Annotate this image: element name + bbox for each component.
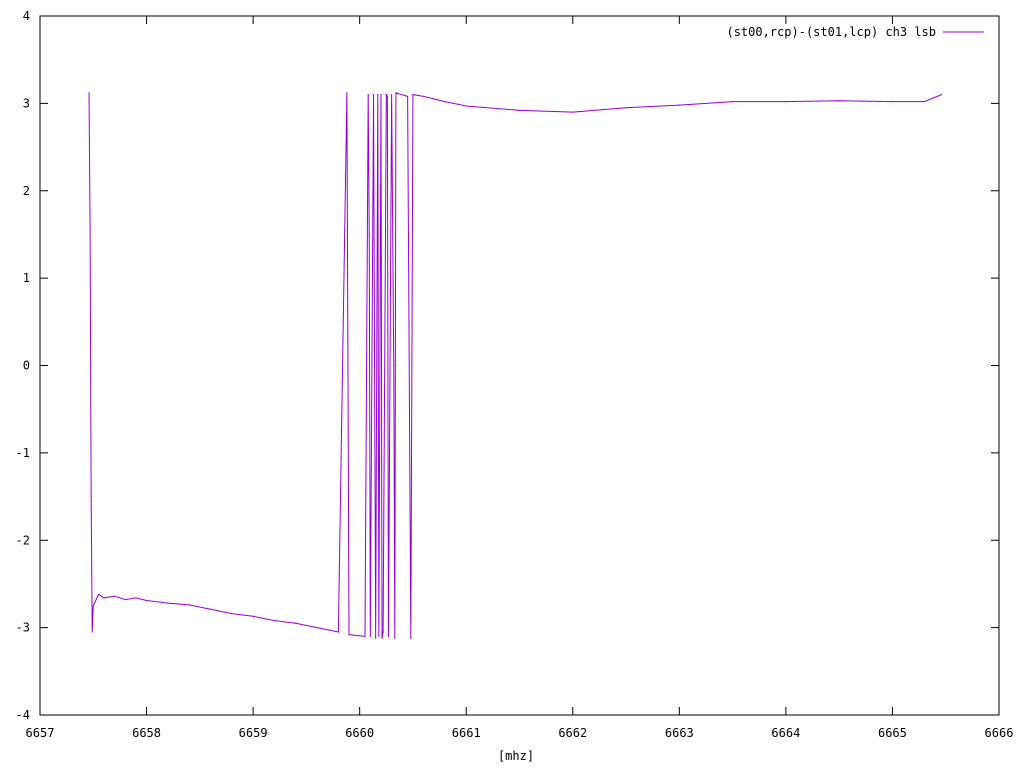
- data-point: [273, 620, 276, 622]
- data-point: [407, 95, 409, 97]
- y-tick-label: 3: [23, 96, 30, 110]
- x-tick-label: 6661: [452, 726, 481, 740]
- x-tick-label: 6659: [239, 726, 268, 740]
- tick-labels: 6657 6658 6659 6660 6661 6662 6663 6664 6665 6666…: [16, 9, 1014, 740]
- x-tick-label: 6663: [665, 726, 694, 740]
- data-point: [188, 604, 190, 606]
- data-point: [145, 599, 148, 602]
- data-point: [518, 109, 521, 111]
- x-tick-label: 6662: [558, 726, 587, 740]
- data-point: [572, 111, 574, 113]
- y-tick-label: 1: [23, 271, 30, 285]
- legend: (st00,rcp)-(st01,lcp) ch3 lsb: [726, 25, 984, 39]
- data-point: [90, 495, 92, 498]
- data-point: [625, 107, 627, 109]
- data-point: [923, 101, 926, 103]
- data-point: [167, 602, 169, 604]
- data-point: [381, 637, 383, 639]
- data-point: [378, 635, 380, 637]
- data-point: [337, 631, 339, 633]
- data-point: [364, 635, 366, 637]
- data-point: [88, 92, 90, 94]
- data-point: [433, 98, 435, 100]
- data-point: [103, 597, 105, 599]
- y-tick-label: -3: [16, 621, 30, 635]
- legend-label: (st00,rcp)-(st01,lcp) ch3 lsb: [726, 25, 936, 39]
- data-point: [346, 92, 348, 94]
- data-point: [395, 92, 397, 94]
- data-point: [410, 637, 412, 639]
- data-point: [423, 95, 425, 97]
- x-tick-label: 6664: [771, 726, 800, 740]
- data-point: [367, 94, 369, 96]
- data-point: [412, 94, 414, 96]
- data-point: [98, 593, 100, 596]
- data-point: [368, 233, 370, 236]
- data-point: [377, 94, 379, 96]
- data-point: [91, 631, 93, 633]
- data-point: [465, 105, 467, 107]
- x-tick-label: 6657: [26, 726, 55, 740]
- data-point: [411, 364, 413, 367]
- data-point: [92, 605, 94, 607]
- data-point: [89, 225, 91, 227]
- x-tick-label: 6660: [345, 726, 374, 740]
- data-point: [369, 635, 371, 637]
- x-tick-label: 6666: [985, 726, 1014, 740]
- y-tick-label: 2: [23, 184, 30, 198]
- data-point: [295, 622, 297, 624]
- data-point: [113, 595, 116, 597]
- data-point: [252, 615, 254, 617]
- data-point: [838, 100, 840, 102]
- data-point: [348, 634, 350, 636]
- data-point: [444, 101, 446, 103]
- data-point: [785, 101, 787, 103]
- data-point: [393, 364, 395, 367]
- y-tick-label: 0: [23, 359, 30, 373]
- data-point: [372, 94, 375, 96]
- data-point: [316, 627, 318, 629]
- data-point: [387, 635, 390, 637]
- data-point: [380, 94, 382, 96]
- data-point: [732, 101, 734, 103]
- data-point: [891, 101, 894, 103]
- x-axis-label: [mhz]: [498, 749, 534, 763]
- data-point: [209, 608, 212, 610]
- data-point: [124, 599, 126, 601]
- series-line: [88, 92, 942, 639]
- x-tick-label: 6665: [878, 726, 907, 740]
- y-tick-label: -4: [16, 708, 30, 722]
- data-point: [394, 637, 396, 639]
- data-point: [940, 94, 943, 96]
- series-group: [88, 92, 943, 639]
- data-point: [375, 637, 377, 639]
- y-tick-label: -2: [16, 533, 30, 547]
- x-tick-label: 6658: [132, 726, 161, 740]
- data-point: [382, 631, 384, 633]
- plot-border: [39, 15, 1000, 716]
- data-point: [391, 94, 393, 96]
- data-point: [373, 364, 376, 367]
- y-tick-label: 4: [23, 9, 30, 23]
- data-point: [678, 104, 680, 106]
- y-tick-label: -1: [16, 446, 30, 460]
- data-point: [347, 364, 349, 367]
- data-point: [385, 94, 387, 96]
- data-point: [386, 95, 388, 97]
- data-point: [231, 613, 233, 615]
- data-point: [135, 597, 137, 599]
